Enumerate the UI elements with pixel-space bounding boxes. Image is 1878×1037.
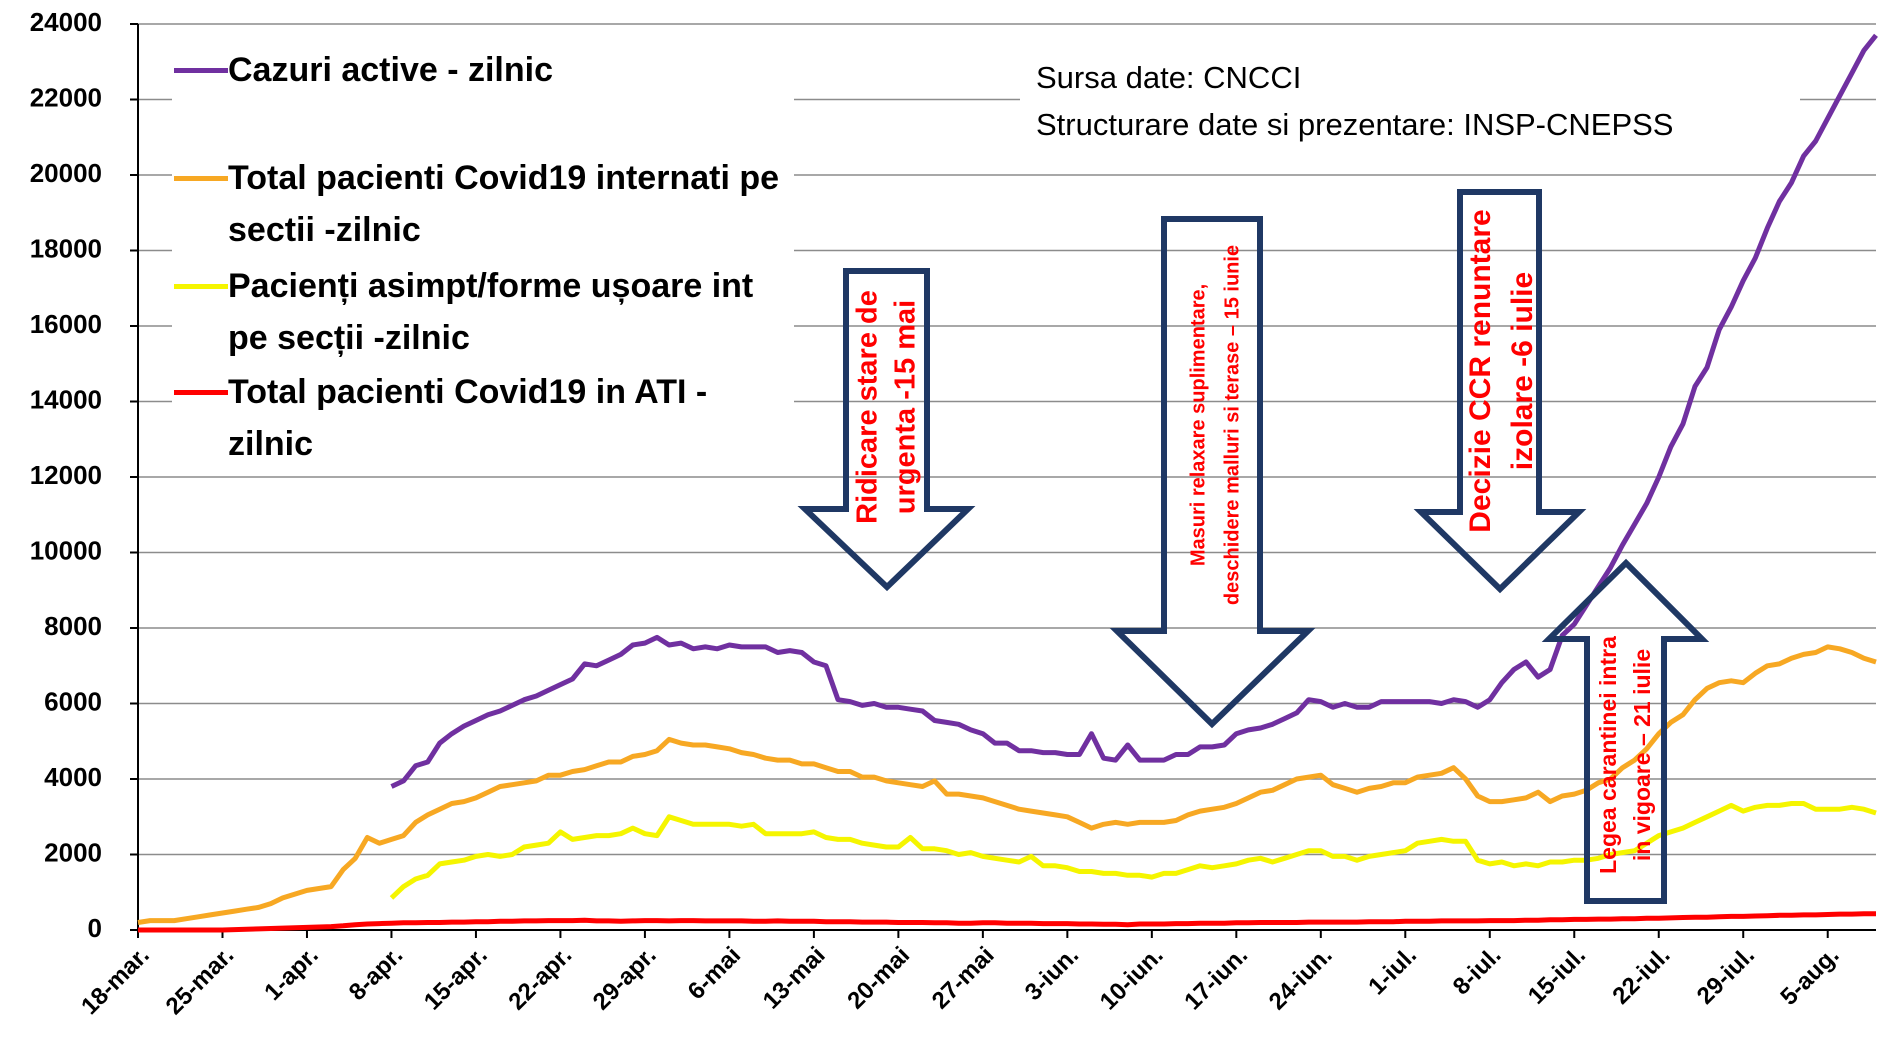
y-tick-label: 8000 xyxy=(44,611,102,641)
legend-label: Pacienți asimpt/forme ușoare int pe secț… xyxy=(228,267,754,357)
legend-label: Total pacienti Covid19 internati pe sect… xyxy=(228,159,780,249)
annotation: Masuri relaxare suplimentare, xyxy=(1187,284,1209,566)
legend-swatch xyxy=(174,176,228,181)
y-tick-label: 4000 xyxy=(44,762,102,792)
x-tick-label: 15-iul. xyxy=(1523,942,1591,1010)
annotation: Decizie CCR renuntare xyxy=(1464,209,1497,532)
y-tick-label: 12000 xyxy=(30,460,102,490)
legend-entry: Pacienți asimpt/forme ușoare int pe secț… xyxy=(172,260,792,364)
y-tick-label: 10000 xyxy=(30,535,102,565)
x-tick-label: 20-mai xyxy=(842,942,915,1015)
annotations: Ridicare stare de urgenta -15 mai Masuri… xyxy=(852,209,1655,874)
x-tick-label: 1-apr. xyxy=(259,942,323,1006)
arrow xyxy=(1413,189,1587,594)
x-tick-label: 1-iul. xyxy=(1363,942,1422,1001)
x-tick-label: 8-apr. xyxy=(344,942,408,1006)
annotation: urgenta -15 mai xyxy=(890,300,922,514)
y-tick-label: 18000 xyxy=(30,233,102,263)
legend-entry: Cazuri active - zilnic xyxy=(172,44,792,96)
x-tick-label: 10-iun. xyxy=(1095,942,1169,1016)
annotation: izolare -6 iulie xyxy=(1506,272,1539,470)
x-tick-label: 3-iun. xyxy=(1020,942,1084,1006)
x-tick-label: 22-iul. xyxy=(1607,942,1675,1010)
arrow xyxy=(1109,216,1316,729)
y-tick-label: 2000 xyxy=(44,837,102,867)
x-tick-label: 5-aug. xyxy=(1775,942,1844,1011)
y-tick-label: 16000 xyxy=(30,309,102,339)
source-line: Structurare date si prezentare: INSP-CNE… xyxy=(1036,107,1674,142)
x-tick-label: 6-mai xyxy=(683,942,746,1005)
x-tick-label: 18-mar. xyxy=(76,942,155,1021)
source-line: Sursa date: CNCCI xyxy=(1036,60,1302,95)
x-tick-label: 22-apr. xyxy=(503,942,577,1016)
arrow xyxy=(797,268,976,592)
y-tick-label: 6000 xyxy=(44,686,102,716)
series-line xyxy=(389,801,1877,900)
x-tick-label: 13-mai xyxy=(758,942,831,1015)
x-tick-label: 24-iun. xyxy=(1264,942,1338,1016)
annotation: Legea carantinei intra xyxy=(1595,636,1621,874)
y-tick-label: 22000 xyxy=(30,82,102,112)
series-line xyxy=(138,911,1876,933)
series-line xyxy=(390,33,1878,789)
legend-entry: Total pacienti Covid19 internati pe sect… xyxy=(172,152,792,256)
arrows xyxy=(797,189,1710,904)
legend-swatch xyxy=(174,284,228,289)
x-tick-label: 29-iul. xyxy=(1692,942,1760,1010)
y-tick-label: 14000 xyxy=(30,384,102,414)
x-tick-label: 8-iul. xyxy=(1448,942,1507,1001)
legend-swatch xyxy=(174,68,228,73)
legend-label: Cazuri active - zilnic xyxy=(228,51,553,89)
annotation: in vigoare – 21 iulie xyxy=(1629,649,1655,861)
y-tick-label: 0 xyxy=(88,913,102,943)
y-tick-label: 24000 xyxy=(30,7,102,37)
annotation: Ridicare stare de xyxy=(852,290,884,524)
legend: Cazuri active - zilnic Total pacienti Cov… xyxy=(172,40,794,464)
annotation: deschidere malluri si terase – 15 iunie xyxy=(1221,245,1243,605)
source-box: Sursa date: CNCCI Structurare date si pr… xyxy=(1020,54,1800,154)
legend-swatch xyxy=(174,390,228,395)
legend-label: Total pacienti Covid19 in ATI - zilnic xyxy=(228,373,708,463)
x-tick-label: 27-mai xyxy=(927,942,1000,1015)
legend-entry: Total pacienti Covid19 in ATI - zilnic xyxy=(172,366,792,470)
x-tick-label: 17-iun. xyxy=(1179,942,1253,1016)
arrow xyxy=(1541,558,1710,904)
x-tick-label: 25-mar. xyxy=(161,942,240,1021)
x-tick-label: 15-apr. xyxy=(419,942,493,1016)
y-tick-label: 20000 xyxy=(30,158,102,188)
x-tick-label: 29-apr. xyxy=(588,942,662,1016)
